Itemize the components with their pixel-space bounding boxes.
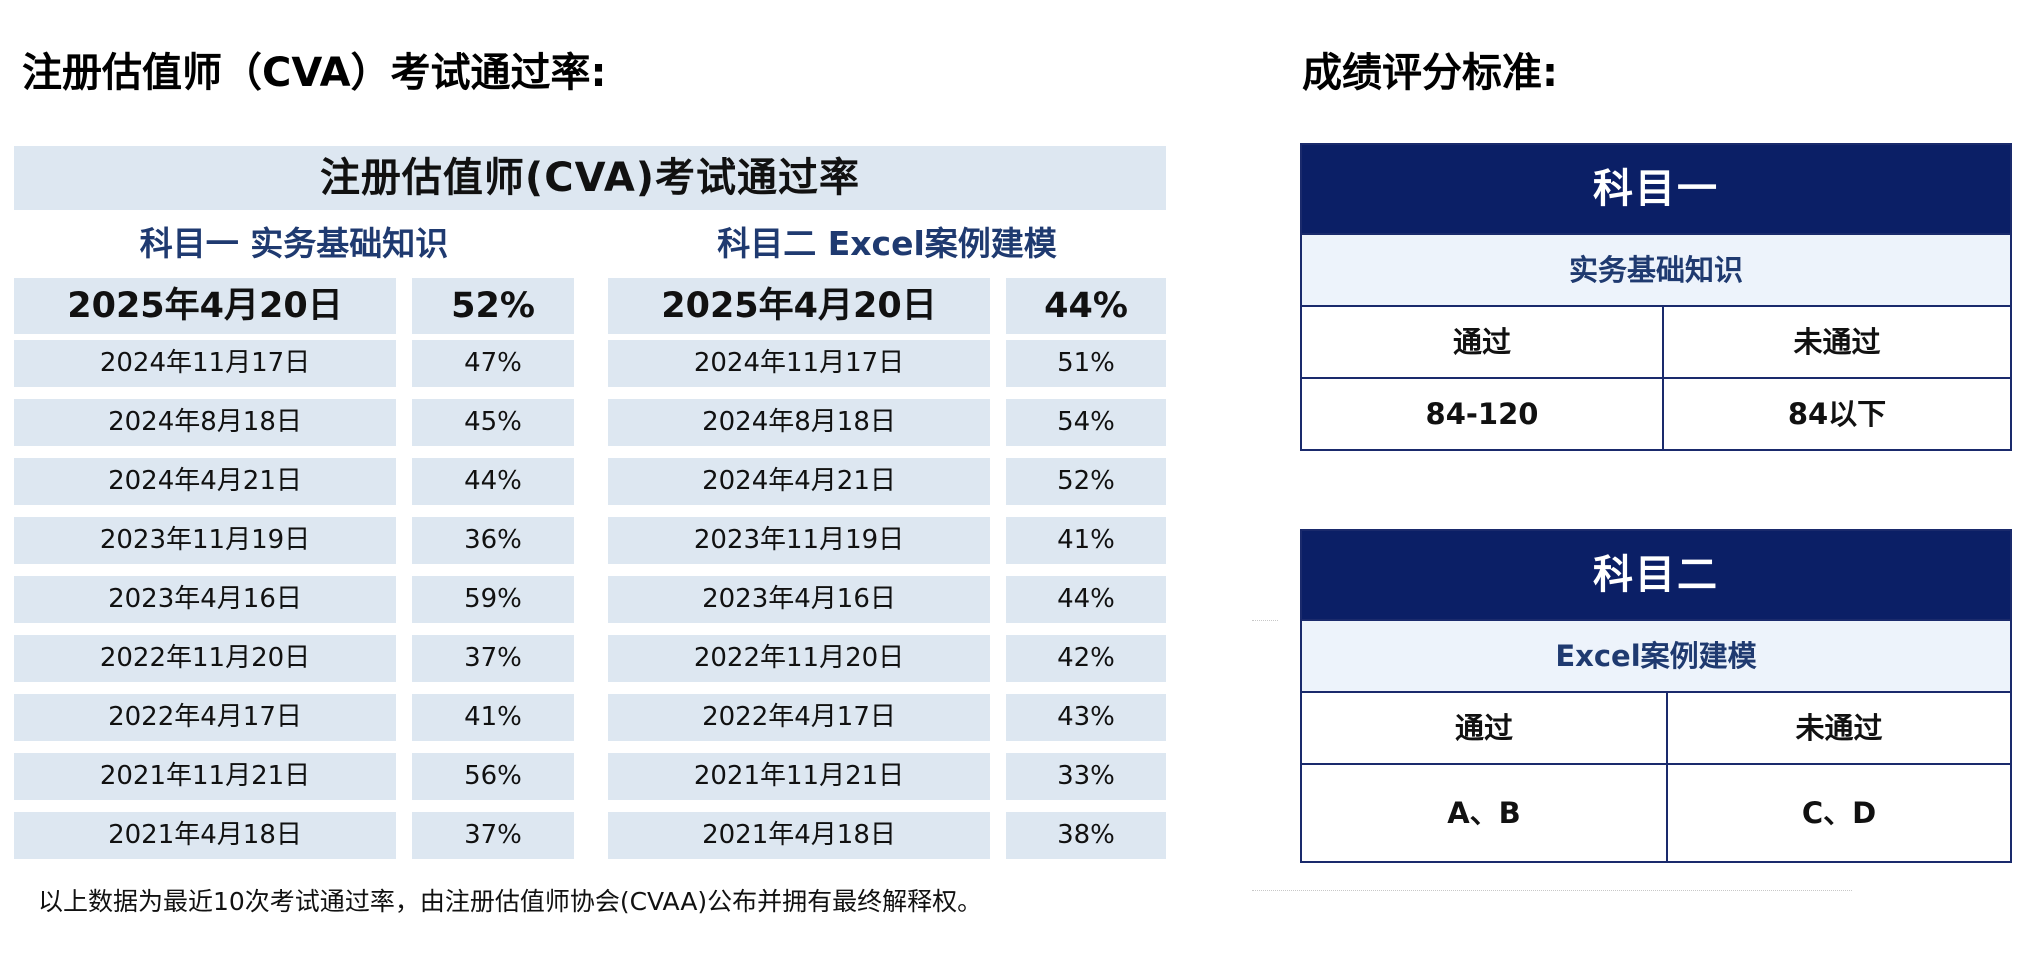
footnote: 以上数据为最近10次考试通过率，由注册估值师协会(CVAA)公布并拥有最终解释权… [38, 887, 983, 916]
fail-label: 未通过 [1795, 711, 1883, 745]
scoring-table-subtitle: Excel案例建模 [1302, 619, 2010, 691]
subject1-pass-rate: 41% [412, 694, 574, 741]
pass-label: 通过 [1302, 307, 1664, 377]
subject2-exam-date: 2022年11月20日 [608, 635, 990, 682]
subject1-exam-date: 2024年4月21日 [14, 458, 396, 505]
subject2-pass-rate: 44% [1006, 278, 1166, 334]
subject2-exam-date: 2025年4月20日 [608, 278, 990, 334]
pass-value: 84-120 [1302, 379, 1664, 449]
pass-rate-panel: 注册估值师(CVA)考试通过率 科目一 实务基础知识 科目二 Excel案例建模… [14, 146, 1166, 871]
subject2-pass-rate: 51% [1006, 340, 1166, 387]
subject1-pass-rate: 44% [412, 458, 574, 505]
table-row: 2023年11月19日 36% 2023年11月19日 41% [14, 517, 1166, 576]
subject1-exam-date: 2021年4月18日 [14, 812, 396, 859]
pass-rate-rows: 2025年4月20日 52% 2025年4月20日 44% 2024年11月17… [14, 278, 1166, 871]
subject1-pass-rate: 37% [412, 812, 574, 859]
subject1-exam-date: 2021年11月21日 [14, 753, 396, 800]
table-row: 2024年11月17日 47% 2024年11月17日 51% [14, 340, 1166, 399]
subject2-pass-rate: 42% [1006, 635, 1166, 682]
table-row: 2024年4月21日 44% 2024年4月21日 52% [14, 458, 1166, 517]
fail-value: C、D [1801, 796, 1877, 830]
subject2-pass-rate: 43% [1006, 694, 1166, 741]
subject2-exam-date: 2021年4月18日 [608, 812, 990, 859]
table-row: 2022年11月20日 37% 2022年11月20日 42% [14, 635, 1166, 694]
divider [1252, 620, 1278, 621]
scoring-value-row: A、B C、D [1302, 763, 2010, 861]
subject2-pass-rate: 44% [1006, 576, 1166, 623]
subject1-exam-date: 2024年8月18日 [14, 399, 396, 446]
scoring-label-row: 通过 未通过 [1302, 305, 2010, 377]
subject1-title: 科目一 实务基础知识 [139, 224, 449, 263]
subject-title-row: 科目一 实务基础知识 科目二 Excel案例建模 [14, 210, 1166, 278]
subject1-exam-date: 2023年4月16日 [14, 576, 396, 623]
subject1-exam-date: 2022年11月20日 [14, 635, 396, 682]
table-row: 2022年4月17日 41% 2022年4月17日 43% [14, 694, 1166, 753]
subject1-exam-date: 2023年11月19日 [14, 517, 396, 564]
scoring-table-subject1: 科目一 实务基础知识 通过 未通过 84-120 84以下 [1300, 143, 2012, 451]
subject2-exam-date: 2023年4月16日 [608, 576, 990, 623]
pass-label: 通过 [1302, 693, 1668, 763]
scoring-table-subtitle: 实务基础知识 [1302, 233, 2010, 305]
subject2-exam-date: 2024年4月21日 [608, 458, 990, 505]
subject1-pass-rate: 52% [412, 278, 574, 334]
divider [1252, 890, 1852, 891]
table-row: 2021年11月21日 56% 2021年11月21日 33% [14, 753, 1166, 812]
subject1-pass-rate: 56% [412, 753, 574, 800]
subject1-exam-date: 2024年11月17日 [14, 340, 396, 387]
subject2-exam-date: 2024年11月17日 [608, 340, 990, 387]
subject2-title: 科目二 Excel案例建模 [717, 224, 1057, 263]
pass-rate-heading: 注册估值师（CVA）考试通过率: [22, 50, 607, 96]
pass-value: A、B [1302, 765, 1668, 861]
table-row: 2024年8月18日 45% 2024年8月18日 54% [14, 399, 1166, 458]
fail-label: 未通过 [1793, 325, 1881, 359]
subject2-pass-rate: 33% [1006, 753, 1166, 800]
subject1-pass-rate: 59% [412, 576, 574, 623]
scoring-heading: 成绩评分标准: [1302, 50, 1558, 96]
scoring-value-row: 84-120 84以下 [1302, 377, 2010, 449]
table-row: 2021年4月18日 37% 2021年4月18日 38% [14, 812, 1166, 871]
subject1-exam-date: 2025年4月20日 [14, 278, 396, 334]
table-row: 2023年4月16日 59% 2023年4月16日 44% [14, 576, 1166, 635]
subject1-pass-rate: 37% [412, 635, 574, 682]
fail-value: 84以下 [1787, 397, 1887, 431]
pass-rate-table-title: 注册估值师(CVA)考试通过率 [14, 146, 1166, 210]
table-row: 2025年4月20日 52% 2025年4月20日 44% [14, 278, 1166, 340]
scoring-table-header: 科目一 [1302, 145, 2010, 233]
subject2-exam-date: 2022年4月17日 [608, 694, 990, 741]
subject2-pass-rate: 41% [1006, 517, 1166, 564]
scoring-label-row: 通过 未通过 [1302, 691, 2010, 763]
subject2-exam-date: 2021年11月21日 [608, 753, 990, 800]
subject2-pass-rate: 54% [1006, 399, 1166, 446]
subject1-pass-rate: 45% [412, 399, 574, 446]
subject2-pass-rate: 52% [1006, 458, 1166, 505]
scoring-table-subject2: 科目二 Excel案例建模 通过 未通过 A、B C、D [1300, 529, 2012, 863]
subject1-exam-date: 2022年4月17日 [14, 694, 396, 741]
subject1-pass-rate: 36% [412, 517, 574, 564]
scoring-table-header: 科目二 [1302, 531, 2010, 619]
subject1-pass-rate: 47% [412, 340, 574, 387]
subject2-exam-date: 2023年11月19日 [608, 517, 990, 564]
subject2-exam-date: 2024年8月18日 [608, 399, 990, 446]
subject2-pass-rate: 38% [1006, 812, 1166, 859]
